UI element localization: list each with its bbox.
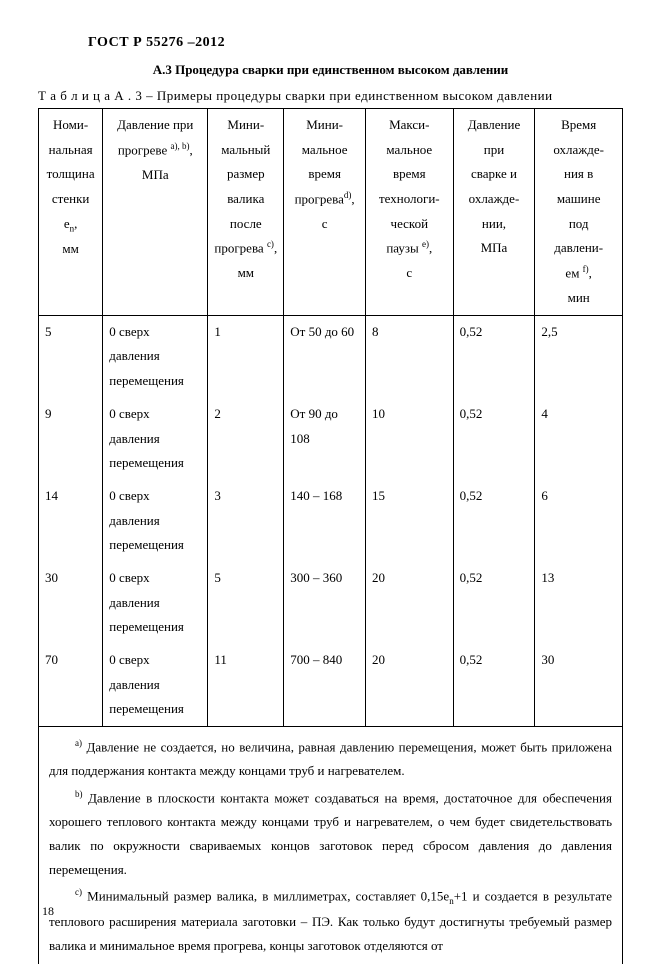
col-weld-pressure: Давлениеприсварке иохлажде-нии,МПа [453,108,535,315]
document-id: ГОСТ Р 55276 –2012 [88,32,623,54]
cell: 8 [366,315,454,398]
cell: 5 [208,562,284,644]
cell: 300 – 360 [284,562,366,644]
cell: 0,52 [453,480,535,562]
cell: 700 – 840 [284,644,366,727]
col-heat-time: Мини-мальноевремяпрогреваd),с [284,108,366,315]
cell: 15 [366,480,454,562]
cell: 20 [366,644,454,727]
table-header-row: Номи-нальнаятолщинастенки en,мм Давление… [39,108,623,315]
note-c: c) Минимальный размер валика, в миллимет… [49,884,612,958]
col-heating-pressure: Давление припрогреве a), b),МПа [103,108,208,315]
col-pause-time: Макси-мальноевремятехнологи-ческойпаузы … [366,108,454,315]
cell: 14 [39,480,103,562]
cell: 0 сверх давления перемещения [103,480,208,562]
cell: 10 [366,398,454,480]
cell: 0 сверх давления перемещения [103,398,208,480]
cell: 6 [535,480,623,562]
cell: 1 [208,315,284,398]
cell: 2,5 [535,315,623,398]
note-a: a) Давление не создается, но величина, р… [49,735,612,783]
procedure-table: Номи-нальнаятолщинастенки en,мм Давление… [38,108,623,964]
page-number: 18 [42,902,54,921]
cell: 0,52 [453,398,535,480]
cell: 2 [208,398,284,480]
cell: 140 – 168 [284,480,366,562]
cell: От 50 до 60 [284,315,366,398]
table-notes: a) Давление не создается, но величина, р… [39,727,623,964]
page: ГОСТ Р 55276 –2012 А.3 Процедура сварки … [0,0,661,935]
cell: 3 [208,480,284,562]
cell: 30 [39,562,103,644]
cell: 20 [366,562,454,644]
cell: 0,52 [453,562,535,644]
cell: 30 [535,644,623,727]
cell: 4 [535,398,623,480]
table-row: 30 0 сверх давления перемещения 5 300 – … [39,562,623,644]
table-caption: Т а б л и ц а А . 3 – Примеры процедуры … [38,86,623,106]
table-row: 5 0 сверх давления перемещения 1 От 50 д… [39,315,623,398]
cell: 0 сверх давления перемещения [103,315,208,398]
col-thickness: Номи-нальнаятолщинастенки en,мм [39,108,103,315]
cell: 0 сверх давления перемещения [103,644,208,727]
cell: 0,52 [453,644,535,727]
cell: 0 сверх давления перемещения [103,562,208,644]
col-cool-time: Времяохлажде-ния вмашинеподдавлени-ем f)… [535,108,623,315]
cell: 13 [535,562,623,644]
cell: 9 [39,398,103,480]
table-row: 70 0 сверх давления перемещения 11 700 –… [39,644,623,727]
cell: От 90 до 108 [284,398,366,480]
cell: 11 [208,644,284,727]
cell: 0,52 [453,315,535,398]
cell: 5 [39,315,103,398]
cell: 70 [39,644,103,727]
table-row: 9 0 сверх давления перемещения 2 От 90 д… [39,398,623,480]
section-title: А.3 Процедура сварки при единственном вы… [38,60,623,80]
note-b: b) Давление в плоскости контакта может с… [49,786,612,883]
col-bead-size: Мини-мальныйразмерваликапослепрогрева c)… [208,108,284,315]
table-row: 14 0 сверх давления перемещения 3 140 – … [39,480,623,562]
